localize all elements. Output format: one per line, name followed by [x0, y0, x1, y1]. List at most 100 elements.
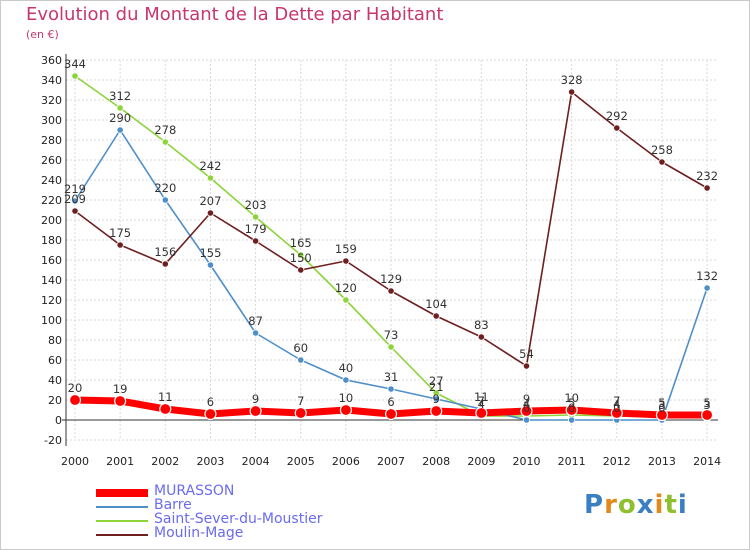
- x-tick-label: 2007: [377, 455, 405, 468]
- data-label-saint-sever-du-moustier: 344: [64, 57, 86, 71]
- data-label-saint-sever-du-moustier: 242: [199, 159, 221, 173]
- data-label-moulin-mage: 150: [290, 251, 312, 265]
- logo-letter: x: [636, 490, 655, 520]
- data-point-murasson: [610, 406, 623, 420]
- data-label-murasson: 7: [613, 394, 620, 408]
- y-tick-label: 80: [48, 334, 62, 347]
- data-point-barre: [568, 416, 576, 424]
- data-point-moulin-mage: [252, 237, 260, 245]
- data-label-moulin-mage: 328: [561, 73, 583, 87]
- legend-swatch: [96, 489, 148, 497]
- x-tick-label: 2011: [558, 455, 586, 468]
- data-point-barre: [703, 284, 711, 292]
- data-label-murasson: 11: [158, 390, 173, 404]
- data-point-saint-sever-du-moustier: [342, 296, 350, 304]
- data-point-saint-sever-du-moustier: [297, 251, 305, 259]
- logo-letter: i: [654, 490, 665, 520]
- data-point-moulin-mage: [297, 266, 305, 274]
- series-layer: [68, 72, 714, 424]
- data-label-saint-sever-du-moustier: 27: [429, 374, 444, 388]
- data-point-murasson: [339, 403, 352, 417]
- data-point-barre: [297, 356, 305, 364]
- data-point-moulin-mage: [71, 207, 79, 215]
- data-point-murasson: [159, 402, 172, 416]
- data-label-barre: 0: [523, 401, 530, 415]
- x-tick-label: 2009: [467, 455, 495, 468]
- y-tick-label: 0: [55, 414, 62, 427]
- data-label-moulin-mage: 83: [474, 318, 489, 332]
- data-label-murasson: 10: [564, 391, 579, 405]
- x-tick-label: 2006: [332, 455, 360, 468]
- data-label-saint-sever-du-moustier: 3: [658, 398, 665, 412]
- data-point-murasson: [204, 407, 217, 421]
- data-point-murasson: [384, 407, 398, 421]
- x-tick-label: 2005: [287, 455, 315, 468]
- data-point-murasson: [520, 404, 533, 418]
- data-point-saint-sever-du-moustier: [116, 104, 124, 112]
- logo-letter: o: [617, 490, 637, 520]
- data-label-moulin-mage: 232: [696, 169, 718, 183]
- data-label-murasson: 9: [252, 392, 259, 406]
- data-label-murasson: 5: [703, 396, 710, 410]
- data-point-barre: [116, 126, 124, 134]
- data-label-murasson: 6: [207, 395, 214, 409]
- data-label-murasson: 5: [658, 396, 665, 410]
- data-label-saint-sever-du-moustier: 312: [109, 89, 131, 103]
- data-point-murasson: [249, 404, 262, 418]
- data-label-saint-sever-du-moustier: 203: [245, 198, 267, 212]
- data-label-moulin-mage: 175: [109, 226, 131, 240]
- data-label-murasson: 19: [113, 382, 128, 396]
- legend-swatch: [96, 520, 148, 522]
- data-point-murasson: [114, 394, 127, 408]
- data-point-barre: [522, 416, 531, 424]
- y-tick-label: 40: [48, 374, 62, 387]
- x-tick-label: 2000: [61, 455, 89, 468]
- data-point-moulin-mage: [342, 257, 350, 265]
- data-label-barre: 87: [248, 314, 263, 328]
- data-label-moulin-mage: 207: [199, 194, 221, 208]
- x-tick-label: 2012: [603, 455, 631, 468]
- data-label-barre: 0: [613, 401, 620, 415]
- data-label-murasson: 6: [387, 395, 394, 409]
- data-point-moulin-mage: [477, 333, 485, 341]
- data-label-murasson: 7: [478, 394, 485, 408]
- y-tick-label: 20: [48, 394, 62, 407]
- data-point-saint-sever-du-moustier: [252, 213, 260, 221]
- y-tick-label: 160: [41, 254, 62, 267]
- data-label-murasson: 9: [523, 392, 530, 406]
- data-point-barre: [206, 261, 215, 269]
- data-point-murasson: [430, 404, 443, 418]
- data-point-murasson: [475, 406, 488, 420]
- y-tick-label: 260: [41, 154, 62, 167]
- data-point-barre: [387, 385, 395, 393]
- y-tick-label: 220: [41, 194, 62, 207]
- data-point-moulin-mage: [522, 362, 531, 370]
- data-label-moulin-mage: 129: [380, 272, 402, 286]
- logo-letter: r: [604, 490, 618, 520]
- data-label-barre: 219: [64, 182, 86, 196]
- y-tick-label: 240: [41, 174, 62, 187]
- grid: [66, 59, 718, 441]
- data-label-moulin-mage: 209: [64, 192, 86, 206]
- legend-label: MURASSON: [154, 483, 235, 499]
- data-point-moulin-mage: [568, 88, 576, 96]
- y-tick-label: 360: [41, 54, 62, 67]
- data-label-moulin-mage: 54: [519, 347, 534, 361]
- x-tick-label: 2014: [693, 455, 721, 468]
- data-point-murasson: [655, 408, 669, 422]
- axes: -200204060801001201401601802002202402602…: [41, 54, 721, 468]
- y-tick-label: 60: [48, 354, 62, 367]
- proxiti-logo: Proxiti: [584, 490, 688, 520]
- data-point-moulin-mage: [613, 124, 621, 132]
- data-label-barre: 31: [384, 370, 399, 384]
- data-label-barre: 0: [568, 401, 575, 415]
- data-label-saint-sever-du-moustier: 4: [478, 397, 485, 411]
- chart-subtitle: (en €): [26, 28, 59, 41]
- data-label-murasson: 7: [297, 394, 304, 408]
- legend-swatch: [96, 534, 148, 536]
- data-label-moulin-mage: 258: [651, 143, 673, 157]
- data-point-barre: [432, 395, 440, 403]
- legend-swatch: [96, 506, 148, 508]
